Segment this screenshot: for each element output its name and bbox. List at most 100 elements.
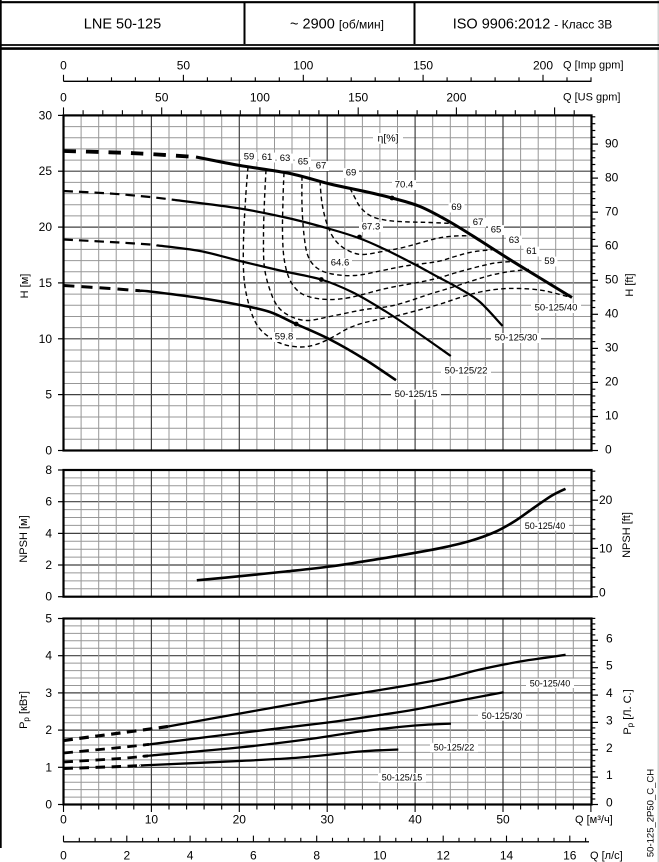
svg-text:LNE 50-125: LNE 50-125 <box>84 17 161 33</box>
svg-text:4: 4 <box>606 686 613 700</box>
svg-text:63: 63 <box>280 153 291 164</box>
svg-text:0: 0 <box>60 813 67 827</box>
svg-text:63: 63 <box>509 235 520 246</box>
svg-text:70.4: 70.4 <box>395 180 414 191</box>
svg-text:50-125/40: 50-125/40 <box>535 303 578 314</box>
svg-text:12: 12 <box>437 849 451 862</box>
svg-text:67: 67 <box>473 217 484 228</box>
svg-text:10: 10 <box>605 409 619 423</box>
svg-text:59: 59 <box>544 256 555 267</box>
svg-text:NPSH [м]: NPSH [м] <box>18 515 30 562</box>
svg-text:50: 50 <box>177 59 191 73</box>
svg-text:15: 15 <box>39 276 53 290</box>
svg-text:H [ft]: H [ft] <box>624 273 636 296</box>
svg-text:59.8: 59.8 <box>275 332 294 343</box>
svg-text:20: 20 <box>599 493 613 507</box>
svg-text:59: 59 <box>244 152 255 163</box>
svg-text:5: 5 <box>45 612 52 626</box>
svg-text:10: 10 <box>39 332 53 346</box>
svg-text:69: 69 <box>346 168 357 179</box>
svg-text:3: 3 <box>606 713 613 727</box>
svg-text:61: 61 <box>526 246 537 257</box>
svg-text:50-125/15: 50-125/15 <box>395 389 438 400</box>
svg-text:70: 70 <box>605 204 619 218</box>
svg-text:50-125/40: 50-125/40 <box>530 678 571 688</box>
svg-text:NPSH [ft]: NPSH [ft] <box>621 512 633 558</box>
svg-text:10: 10 <box>145 813 159 827</box>
svg-text:60: 60 <box>605 238 619 252</box>
svg-text:150: 150 <box>348 91 368 105</box>
svg-text:4: 4 <box>45 649 52 663</box>
svg-text:90: 90 <box>605 136 619 150</box>
svg-text:2: 2 <box>123 849 130 862</box>
svg-text:50: 50 <box>605 273 619 287</box>
svg-text:Q [м³/ч]: Q [м³/ч] <box>575 814 613 826</box>
svg-text:50-125/22: 50-125/22 <box>434 743 475 753</box>
svg-text:80: 80 <box>605 170 619 184</box>
svg-text:4: 4 <box>187 849 194 862</box>
svg-text:η[%]: η[%] <box>377 133 398 145</box>
svg-text:50-125/15: 50-125/15 <box>382 773 423 783</box>
svg-text:0: 0 <box>60 59 67 73</box>
svg-text:30: 30 <box>321 813 335 827</box>
svg-text:40: 40 <box>408 813 422 827</box>
svg-text:0: 0 <box>606 796 613 810</box>
svg-text:0: 0 <box>60 849 67 862</box>
svg-text:50: 50 <box>155 91 169 105</box>
svg-text:3: 3 <box>45 686 52 700</box>
svg-text:1: 1 <box>45 760 52 774</box>
svg-text:14: 14 <box>500 849 514 862</box>
svg-text:Q [Imp gpm]: Q [Imp gpm] <box>563 60 624 72</box>
svg-text:100: 100 <box>250 91 270 105</box>
svg-text:65: 65 <box>298 157 309 168</box>
svg-text:25: 25 <box>39 164 53 178</box>
svg-text:0: 0 <box>45 444 52 458</box>
svg-text:100: 100 <box>293 59 313 73</box>
svg-text:200: 200 <box>533 59 553 73</box>
svg-text:64.6: 64.6 <box>331 258 350 269</box>
svg-text:20: 20 <box>233 813 247 827</box>
svg-text:50-125/22: 50-125/22 <box>445 366 488 377</box>
svg-text:50-125_2P50_C_CH: 50-125_2P50_C_CH <box>646 769 657 857</box>
svg-text:20: 20 <box>39 220 53 234</box>
svg-text:8: 8 <box>313 849 320 862</box>
svg-text:5: 5 <box>45 388 52 402</box>
svg-text:0: 0 <box>45 590 52 604</box>
svg-text:6: 6 <box>250 849 257 862</box>
svg-text:67: 67 <box>316 161 327 172</box>
svg-text:Рр [кВт]: Рр [кВт] <box>18 691 31 729</box>
svg-text:67.3: 67.3 <box>362 222 381 233</box>
svg-text:30: 30 <box>39 108 53 122</box>
svg-text:20: 20 <box>605 375 619 389</box>
svg-text:Q [л/с]: Q [л/с] <box>590 850 623 862</box>
svg-text:1: 1 <box>606 768 613 782</box>
svg-text:200: 200 <box>446 91 466 105</box>
svg-text:Q [US gpm]: Q [US gpm] <box>563 92 620 104</box>
svg-text:4: 4 <box>45 526 52 540</box>
svg-text:2: 2 <box>45 723 52 737</box>
svg-text:69: 69 <box>451 202 462 213</box>
svg-text:2: 2 <box>606 741 613 755</box>
svg-text:30: 30 <box>605 341 619 355</box>
svg-text:50-125/40: 50-125/40 <box>525 521 566 531</box>
svg-text:ISO 9906:2012 - Класс 3В: ISO 9906:2012 - Класс 3В <box>453 17 613 33</box>
svg-text:0: 0 <box>60 91 67 105</box>
svg-text:40: 40 <box>605 307 619 321</box>
svg-text:5: 5 <box>606 659 613 673</box>
svg-text:0: 0 <box>605 443 612 457</box>
svg-text:65: 65 <box>491 225 502 236</box>
svg-text:~ 2900 [об/мин]: ~ 2900 [об/мин] <box>290 17 384 33</box>
svg-text:50-125/30: 50-125/30 <box>482 711 523 721</box>
svg-text:6: 6 <box>45 495 52 509</box>
svg-text:10: 10 <box>599 541 613 555</box>
svg-text:6: 6 <box>606 631 613 645</box>
svg-text:150: 150 <box>413 59 433 73</box>
svg-text:61: 61 <box>262 152 273 163</box>
svg-text:16: 16 <box>563 849 577 862</box>
svg-text:Рр [Л. С.]: Рр [Л. С.] <box>622 689 635 734</box>
svg-text:H [м]: H [м] <box>19 274 31 299</box>
svg-text:8: 8 <box>45 463 52 477</box>
svg-text:0: 0 <box>599 586 606 600</box>
svg-text:50: 50 <box>496 813 510 827</box>
svg-text:2: 2 <box>45 558 52 572</box>
